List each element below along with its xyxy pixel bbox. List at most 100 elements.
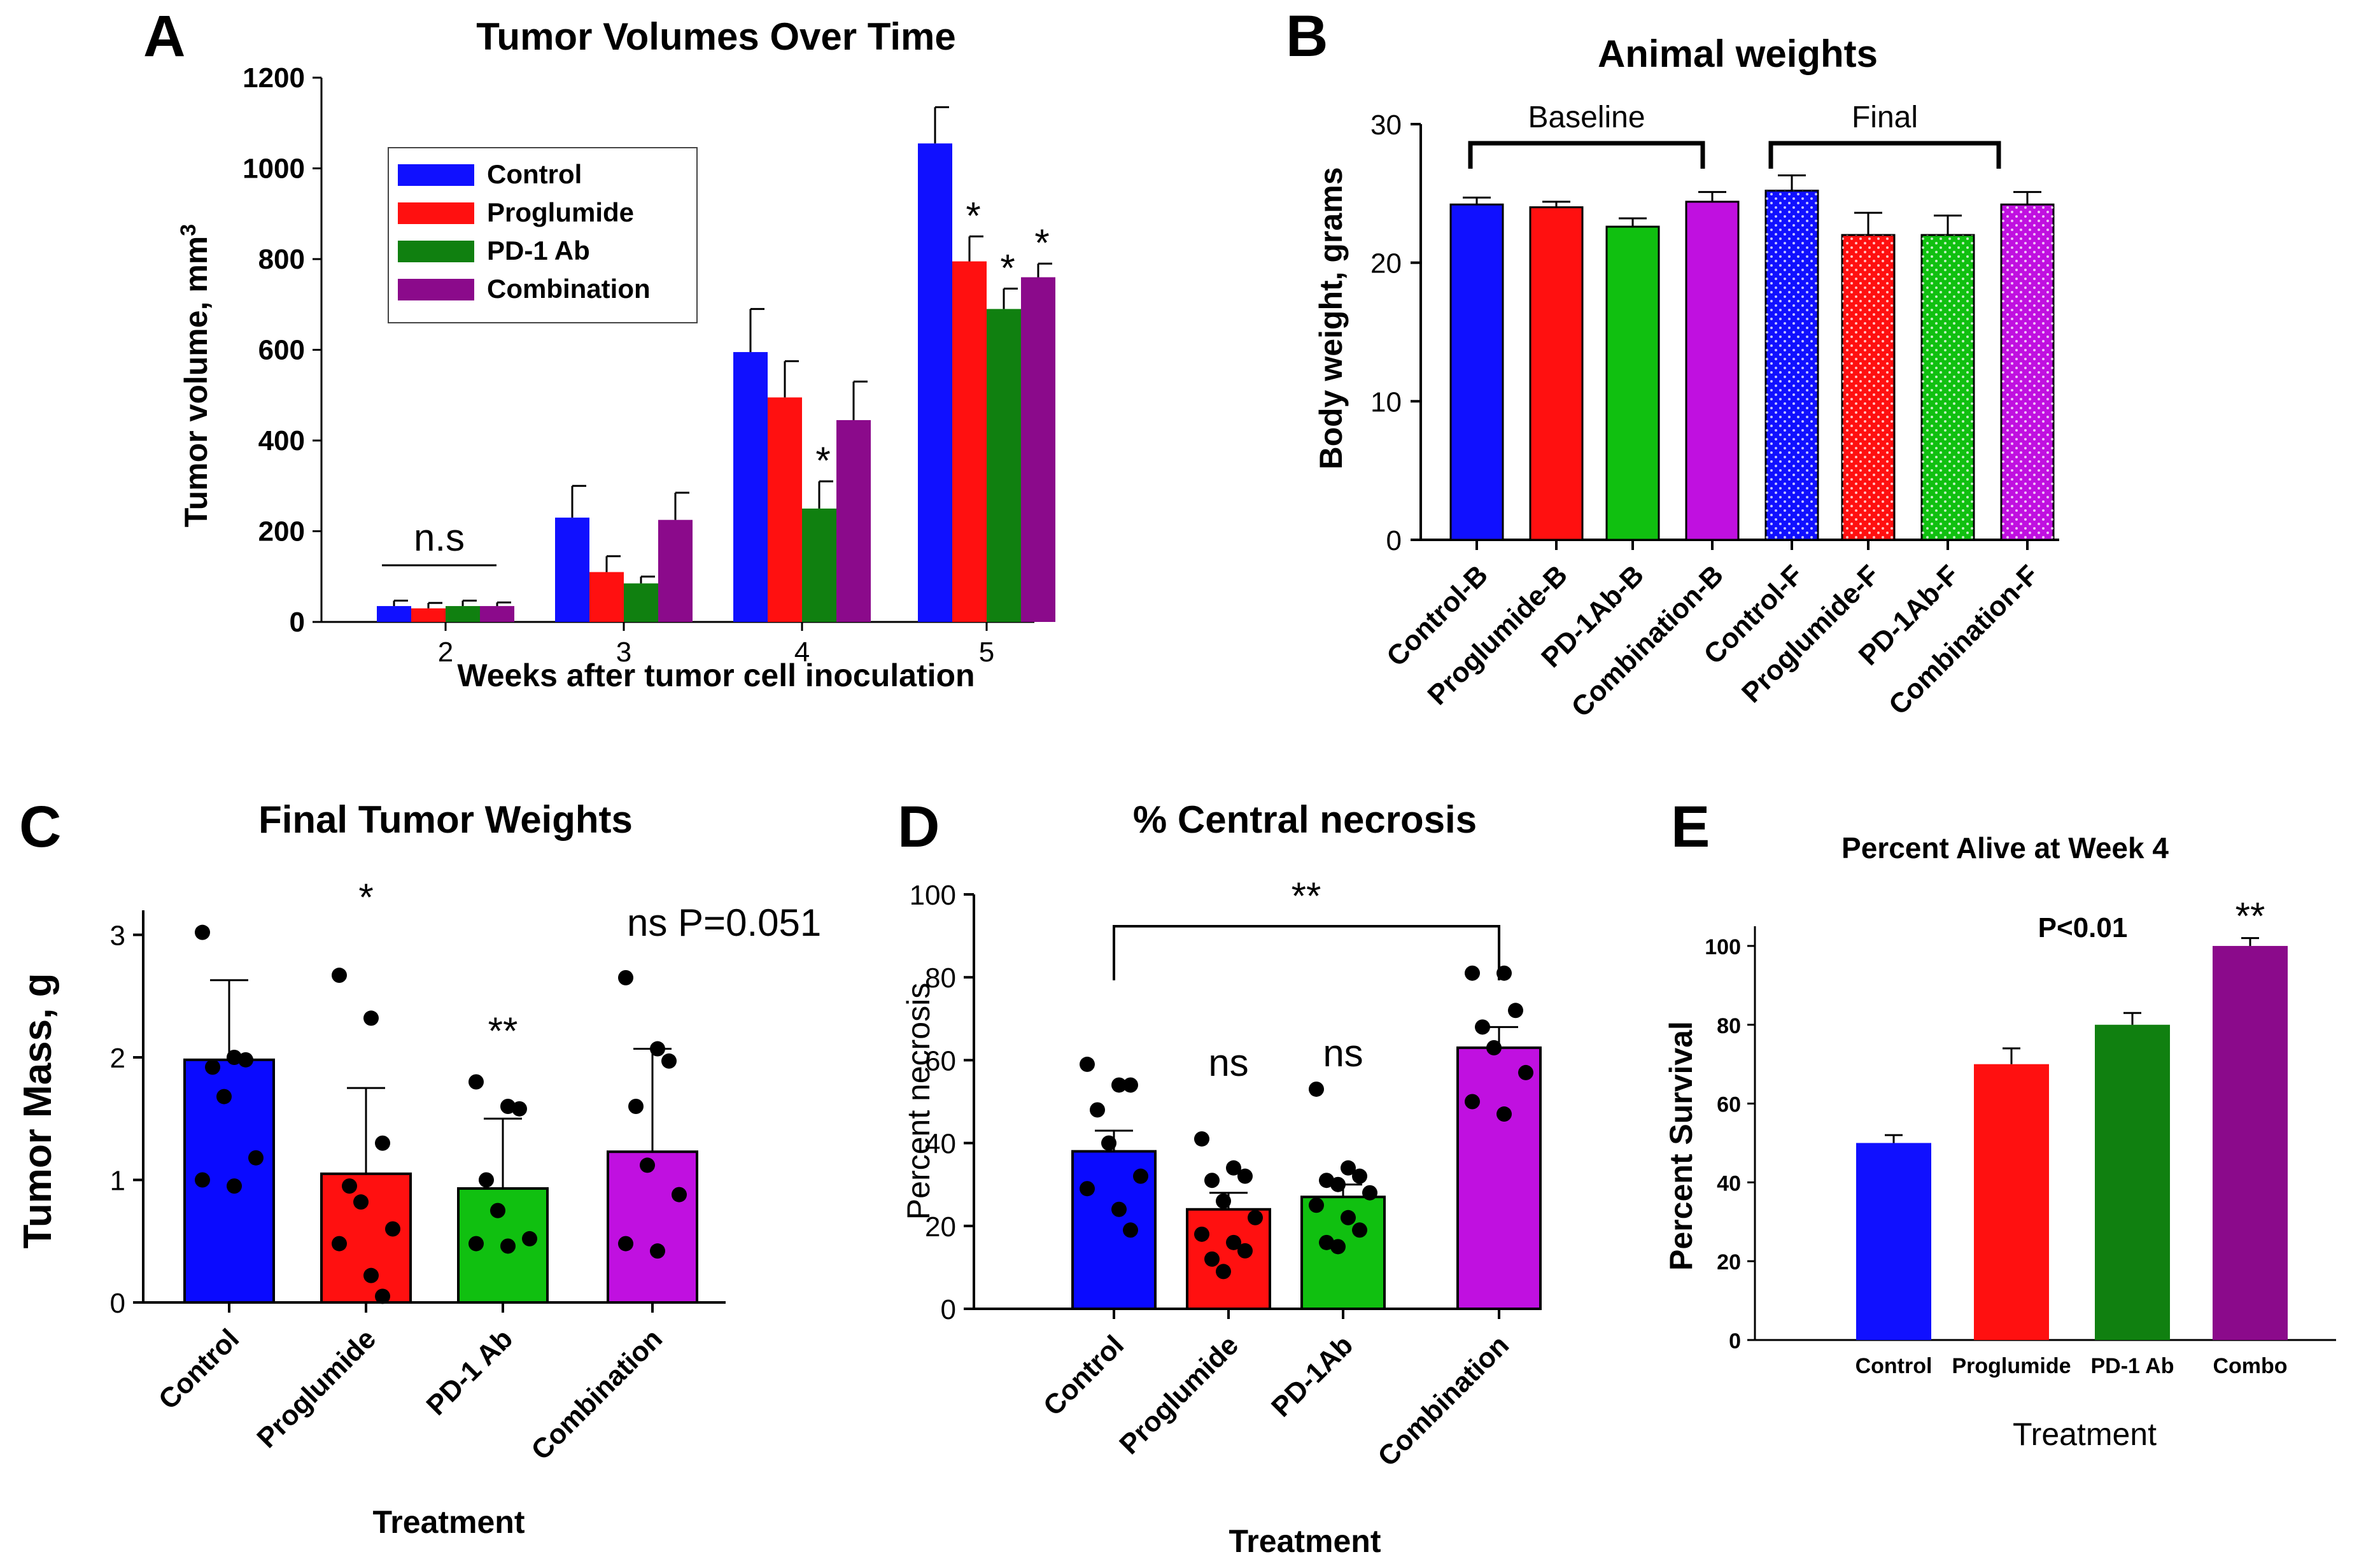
c-data-point <box>500 1238 516 1254</box>
panel-a-title: Tumor Volumes Over Time <box>476 15 956 58</box>
a-bar-control <box>377 606 411 622</box>
b-bar <box>1529 206 1584 541</box>
c-data-point <box>248 1150 264 1166</box>
a-bar-combination <box>836 420 871 622</box>
a-bar-proglumide <box>411 608 446 622</box>
panel-c-xlabel: Treatment <box>373 1504 525 1540</box>
panel-label-d: D <box>898 794 940 859</box>
panel-d-xlabel: Treatment <box>1229 1523 1381 1559</box>
d-ytick-label: 100 <box>910 880 956 911</box>
a-xtick-label: 2 <box>438 637 453 668</box>
a-xtick-label: 4 <box>794 637 810 668</box>
panel-c-ylabel: Tumor Mass, g <box>16 973 60 1249</box>
panel-e-title: Percent Alive at Week 4 <box>1841 831 2169 864</box>
c-data-point <box>238 1052 253 1068</box>
d-data-point <box>1475 1019 1490 1035</box>
d-bracket-label: ** <box>1292 875 1321 917</box>
c-data-point <box>628 1099 644 1114</box>
c-data-point <box>650 1243 665 1259</box>
d-data-point <box>1204 1173 1220 1189</box>
d-data-point <box>1226 1160 1241 1176</box>
d-annotation: ns <box>1208 1041 1248 1084</box>
d-data-point <box>1465 965 1480 981</box>
c-data-point <box>661 1053 677 1069</box>
b-ytick-label: 0 <box>1386 525 1402 556</box>
panel-b-ylabel: Body weight, grams <box>1313 167 1349 469</box>
e-ytick-label: 60 <box>1717 1093 1741 1117</box>
a-bar-control <box>733 352 768 622</box>
a-bar-pd-1-ab <box>446 606 480 622</box>
c-data-point <box>640 1157 655 1173</box>
b-bar-dot-pattern <box>2001 204 2053 540</box>
e-ytick-label: 100 <box>1705 935 1741 959</box>
panel-b-animal-weights: Animal weights Body weight, grams 0 10 20 3… <box>1313 32 2059 723</box>
b-bar-dot-pattern <box>1842 235 1894 540</box>
a-xtick-label: 5 <box>979 637 994 668</box>
d-data-point <box>1319 1234 1334 1250</box>
legend-swatch <box>398 202 474 224</box>
legend-label: PD-1 Ab <box>487 236 590 265</box>
c-data-point <box>363 1010 379 1026</box>
c-data-point <box>195 1172 210 1188</box>
legend-label: Combination <box>487 274 651 304</box>
c-data-point <box>468 1074 484 1090</box>
panel-c-final-tumor-weights: Final Tumor Weights Treatment Tumor Mass… <box>16 798 821 1540</box>
a-ytick-label: 1200 <box>243 62 305 94</box>
panel-e-xlabel: Treatment <box>2013 1416 2157 1452</box>
a-bar-pd-1-ab <box>624 583 658 622</box>
d-data-point <box>1352 1222 1367 1238</box>
d-data-point <box>1133 1168 1148 1184</box>
legend-swatch <box>398 241 474 262</box>
c-data-point <box>363 1267 379 1283</box>
panel-a-ylabel-sup: 3 <box>176 224 201 236</box>
d-data-point <box>1248 1210 1263 1225</box>
d-data-point <box>1226 1234 1241 1250</box>
c-data-point <box>479 1172 494 1188</box>
e-annotation: ** <box>2236 895 2265 938</box>
c-data-point <box>342 1178 357 1194</box>
d-data-point <box>1352 1168 1367 1184</box>
d-data-point <box>1216 1193 1231 1209</box>
d-data-point <box>1237 1168 1253 1184</box>
b-bar <box>1685 201 1740 541</box>
a-significance-star: * <box>1034 222 1049 264</box>
e-ytick-label: 20 <box>1717 1250 1741 1274</box>
d-data-point <box>1090 1102 1105 1118</box>
c-data-point <box>385 1221 400 1237</box>
c-data-point <box>195 924 210 940</box>
d-data-point <box>1465 1094 1480 1110</box>
d-ytick-label: 0 <box>941 1294 956 1325</box>
panel-label-b: B <box>1286 4 1328 69</box>
c-data-point <box>332 968 347 984</box>
d-data-point <box>1216 1264 1231 1280</box>
d-ytick-label: 20 <box>925 1211 956 1243</box>
b-bar-dot-pattern <box>1766 190 1818 540</box>
d-xtick-label: Combination <box>1372 1329 1515 1472</box>
d-data-point <box>1111 1077 1127 1093</box>
a-ns-label: n.s <box>414 516 465 559</box>
panel-e-percent-alive: Percent Alive at Week 4 Treatment Percen… <box>1663 831 2336 1452</box>
e-xtick-label: Combo <box>2213 1354 2287 1378</box>
a-significance-star: * <box>966 194 980 237</box>
b-ytick-label: 10 <box>1370 386 1402 418</box>
d-data-point <box>1101 1135 1116 1151</box>
d-annotation: ns <box>1323 1032 1363 1075</box>
d-data-point <box>1123 1222 1138 1238</box>
d-data-point <box>1518 1064 1533 1080</box>
a-bar-combination <box>658 519 693 622</box>
d-xtick-label: Control <box>1038 1329 1130 1421</box>
a-bar-proglumide <box>768 397 802 622</box>
panel-b-title: Animal weights <box>1598 32 1878 75</box>
d-ytick-label: 80 <box>925 963 956 994</box>
d-data-point <box>1194 1226 1209 1242</box>
a-bar-pd-1-ab <box>987 309 1021 622</box>
c-xtick-label: Proglumide <box>251 1323 382 1454</box>
panel-a-ylabel-text: Tumor volume, mm <box>178 236 214 527</box>
a-significance-star: * <box>1000 246 1015 289</box>
c-xtick-label: Control <box>153 1323 245 1415</box>
legend-swatch <box>398 279 474 300</box>
b-bar <box>1449 203 1504 541</box>
c-data-point <box>618 1236 633 1252</box>
a-ytick-label: 0 <box>290 607 305 638</box>
d-ytick-label: 40 <box>925 1129 956 1160</box>
